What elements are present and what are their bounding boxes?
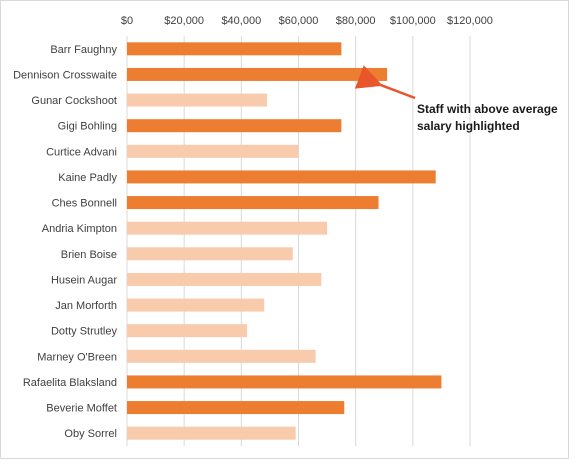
annotation-arrow: [354, 65, 416, 100]
category-label: Dennison Crosswaite: [13, 69, 117, 81]
category-label: Curtice Advani: [46, 146, 117, 158]
bar: [127, 401, 345, 415]
category-label: Brien Boise: [61, 249, 117, 261]
y-axis-categories: Barr Faughny Dennison Crosswaite Gunar Coc…: [13, 44, 117, 440]
bar: [127, 298, 265, 312]
x-tick-label: $60,000: [279, 15, 319, 27]
annotation-line-2: salary highlighted: [417, 119, 520, 133]
x-tick-label: $80,000: [336, 15, 376, 27]
bars: [127, 42, 442, 440]
category-label: Kaine Padly: [58, 172, 117, 184]
annotation-line-1: Staff with above average: [417, 102, 558, 116]
category-label: Ches Bonnell: [52, 198, 117, 210]
bar: [127, 67, 388, 81]
bar: [127, 349, 316, 363]
bar: [127, 170, 436, 184]
category-label: Dotty Strutley: [51, 326, 118, 338]
x-tick-label: $20,000: [164, 15, 204, 27]
bar: [127, 426, 296, 440]
bar: [127, 144, 299, 158]
bar: [127, 93, 268, 107]
bar: [127, 324, 248, 338]
category-label: Rafaelita Blaksland: [23, 377, 117, 389]
bar: [127, 375, 442, 389]
category-label: Gunar Cockshoot: [31, 95, 117, 107]
x-tick-label: $40,000: [221, 15, 261, 27]
category-label: Marney O'Breen: [37, 351, 117, 363]
svg-text:Staff with above average: Staff with above average salary highligh…: [417, 102, 561, 133]
x-tick-label: $0: [121, 15, 133, 27]
category-label: Andria Kimpton: [42, 223, 117, 235]
category-label: Husein Augar: [51, 274, 117, 286]
category-label: Barr Faughny: [50, 44, 117, 56]
category-label: Beverie Moffet: [46, 403, 117, 415]
bar: [127, 196, 379, 210]
x-tick-label: $100,000: [390, 15, 436, 27]
category-label: Jan Morforth: [55, 300, 117, 312]
bar: [127, 119, 342, 133]
bar: [127, 247, 293, 261]
bar: [127, 272, 322, 286]
x-axis-ticks: $0 $20,000 $40,000 $60,000 $80,000 $100,000 $1…: [121, 15, 493, 27]
category-label: Oby Sorrel: [64, 428, 117, 440]
bar: [127, 42, 342, 56]
bar: [127, 221, 328, 235]
x-tick-label: $120,000: [447, 15, 493, 27]
annotation: Staff with above average salary highligh…: [354, 65, 561, 133]
category-label: Gigi Bohling: [58, 121, 117, 133]
